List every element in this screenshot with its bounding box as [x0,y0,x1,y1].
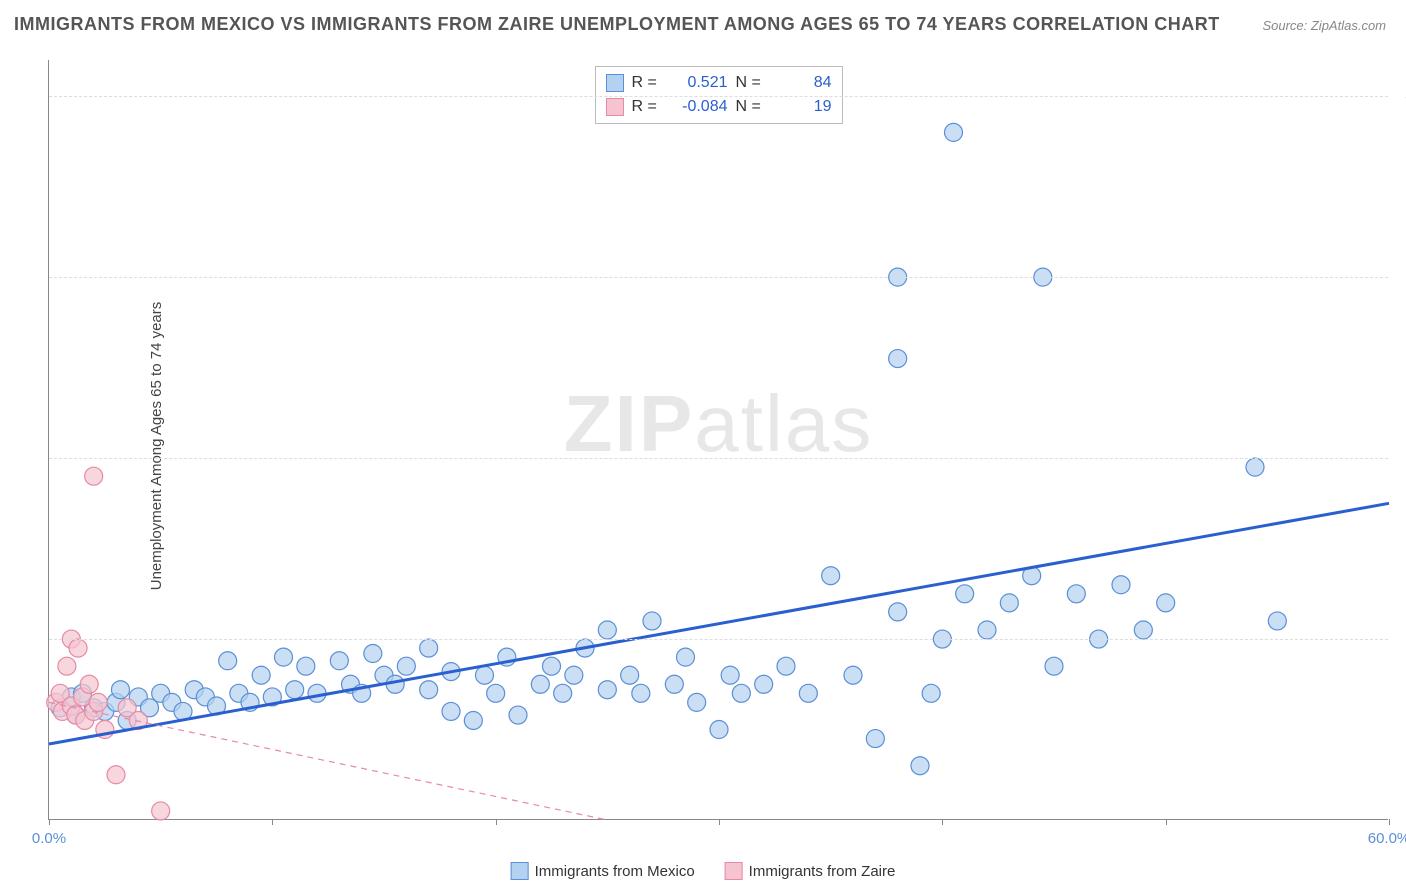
data-point [543,657,561,675]
data-point [978,621,996,639]
data-point [945,123,963,141]
data-point [80,675,98,693]
data-point [1045,657,1063,675]
plot-svg [49,60,1388,819]
legend-item-mexico: Immigrants from Mexico [511,862,695,880]
data-point [922,684,940,702]
data-point [677,648,695,666]
data-point [476,666,494,684]
data-point [688,693,706,711]
legend-label-mexico: Immigrants from Mexico [535,863,695,880]
plot-area: ZIPatlas R = 0.521 N = 84 R = -0.084 N =… [48,60,1388,820]
data-point [621,666,639,684]
legend-label-zaire: Immigrants from Zaire [749,863,896,880]
data-point [330,652,348,670]
data-point [866,730,884,748]
data-point [721,666,739,684]
x-tick [496,819,497,825]
data-point [1067,585,1085,603]
data-point [844,666,862,684]
data-point [531,675,549,693]
data-point [799,684,817,702]
data-point [889,350,907,368]
bottom-legend: Immigrants from Mexico Immigrants from Z… [511,862,896,880]
x-tick [272,819,273,825]
data-point [710,721,728,739]
x-tick [49,819,50,825]
data-point [69,639,87,657]
data-point [397,657,415,675]
data-point [665,675,683,693]
data-point [464,711,482,729]
data-point [107,766,125,784]
data-point [420,639,438,657]
data-point [252,666,270,684]
gridline [49,639,1388,640]
data-point [487,684,505,702]
legend-swatch-zaire [725,862,743,880]
data-point [219,652,237,670]
data-point [755,675,773,693]
gridline [49,458,1388,459]
data-point [632,684,650,702]
data-point [598,621,616,639]
data-point [286,681,304,699]
data-point [643,612,661,630]
gridline [49,96,1388,97]
data-point [89,693,107,711]
data-point [297,657,315,675]
data-point [554,684,572,702]
chart-title: IMMIGRANTS FROM MEXICO VS IMMIGRANTS FRO… [14,14,1220,35]
legend-item-zaire: Immigrants from Zaire [725,862,896,880]
x-tick [1389,819,1390,825]
x-tick [1166,819,1167,825]
data-point [364,645,382,663]
data-point [956,585,974,603]
x-tick-label: 0.0% [32,830,66,847]
data-point [111,681,129,699]
data-point [1246,458,1264,476]
data-point [1000,594,1018,612]
x-tick [719,819,720,825]
data-point [822,567,840,585]
data-point [732,684,750,702]
data-point [911,757,929,775]
data-point [275,648,293,666]
data-point [1157,594,1175,612]
data-point [85,467,103,485]
x-tick [942,819,943,825]
data-point [565,666,583,684]
data-point [1112,576,1130,594]
source-label: Source: ZipAtlas.com [1262,18,1386,33]
data-point [442,702,460,720]
x-tick-label: 60.0% [1368,830,1406,847]
data-point [152,802,170,820]
data-point [598,681,616,699]
data-point [1134,621,1152,639]
data-point [777,657,795,675]
data-point [58,657,76,675]
data-point [509,706,527,724]
gridline [49,277,1388,278]
data-point [420,681,438,699]
data-point [1268,612,1286,630]
legend-swatch-mexico [511,862,529,880]
trend-line [49,503,1389,744]
data-point [889,603,907,621]
